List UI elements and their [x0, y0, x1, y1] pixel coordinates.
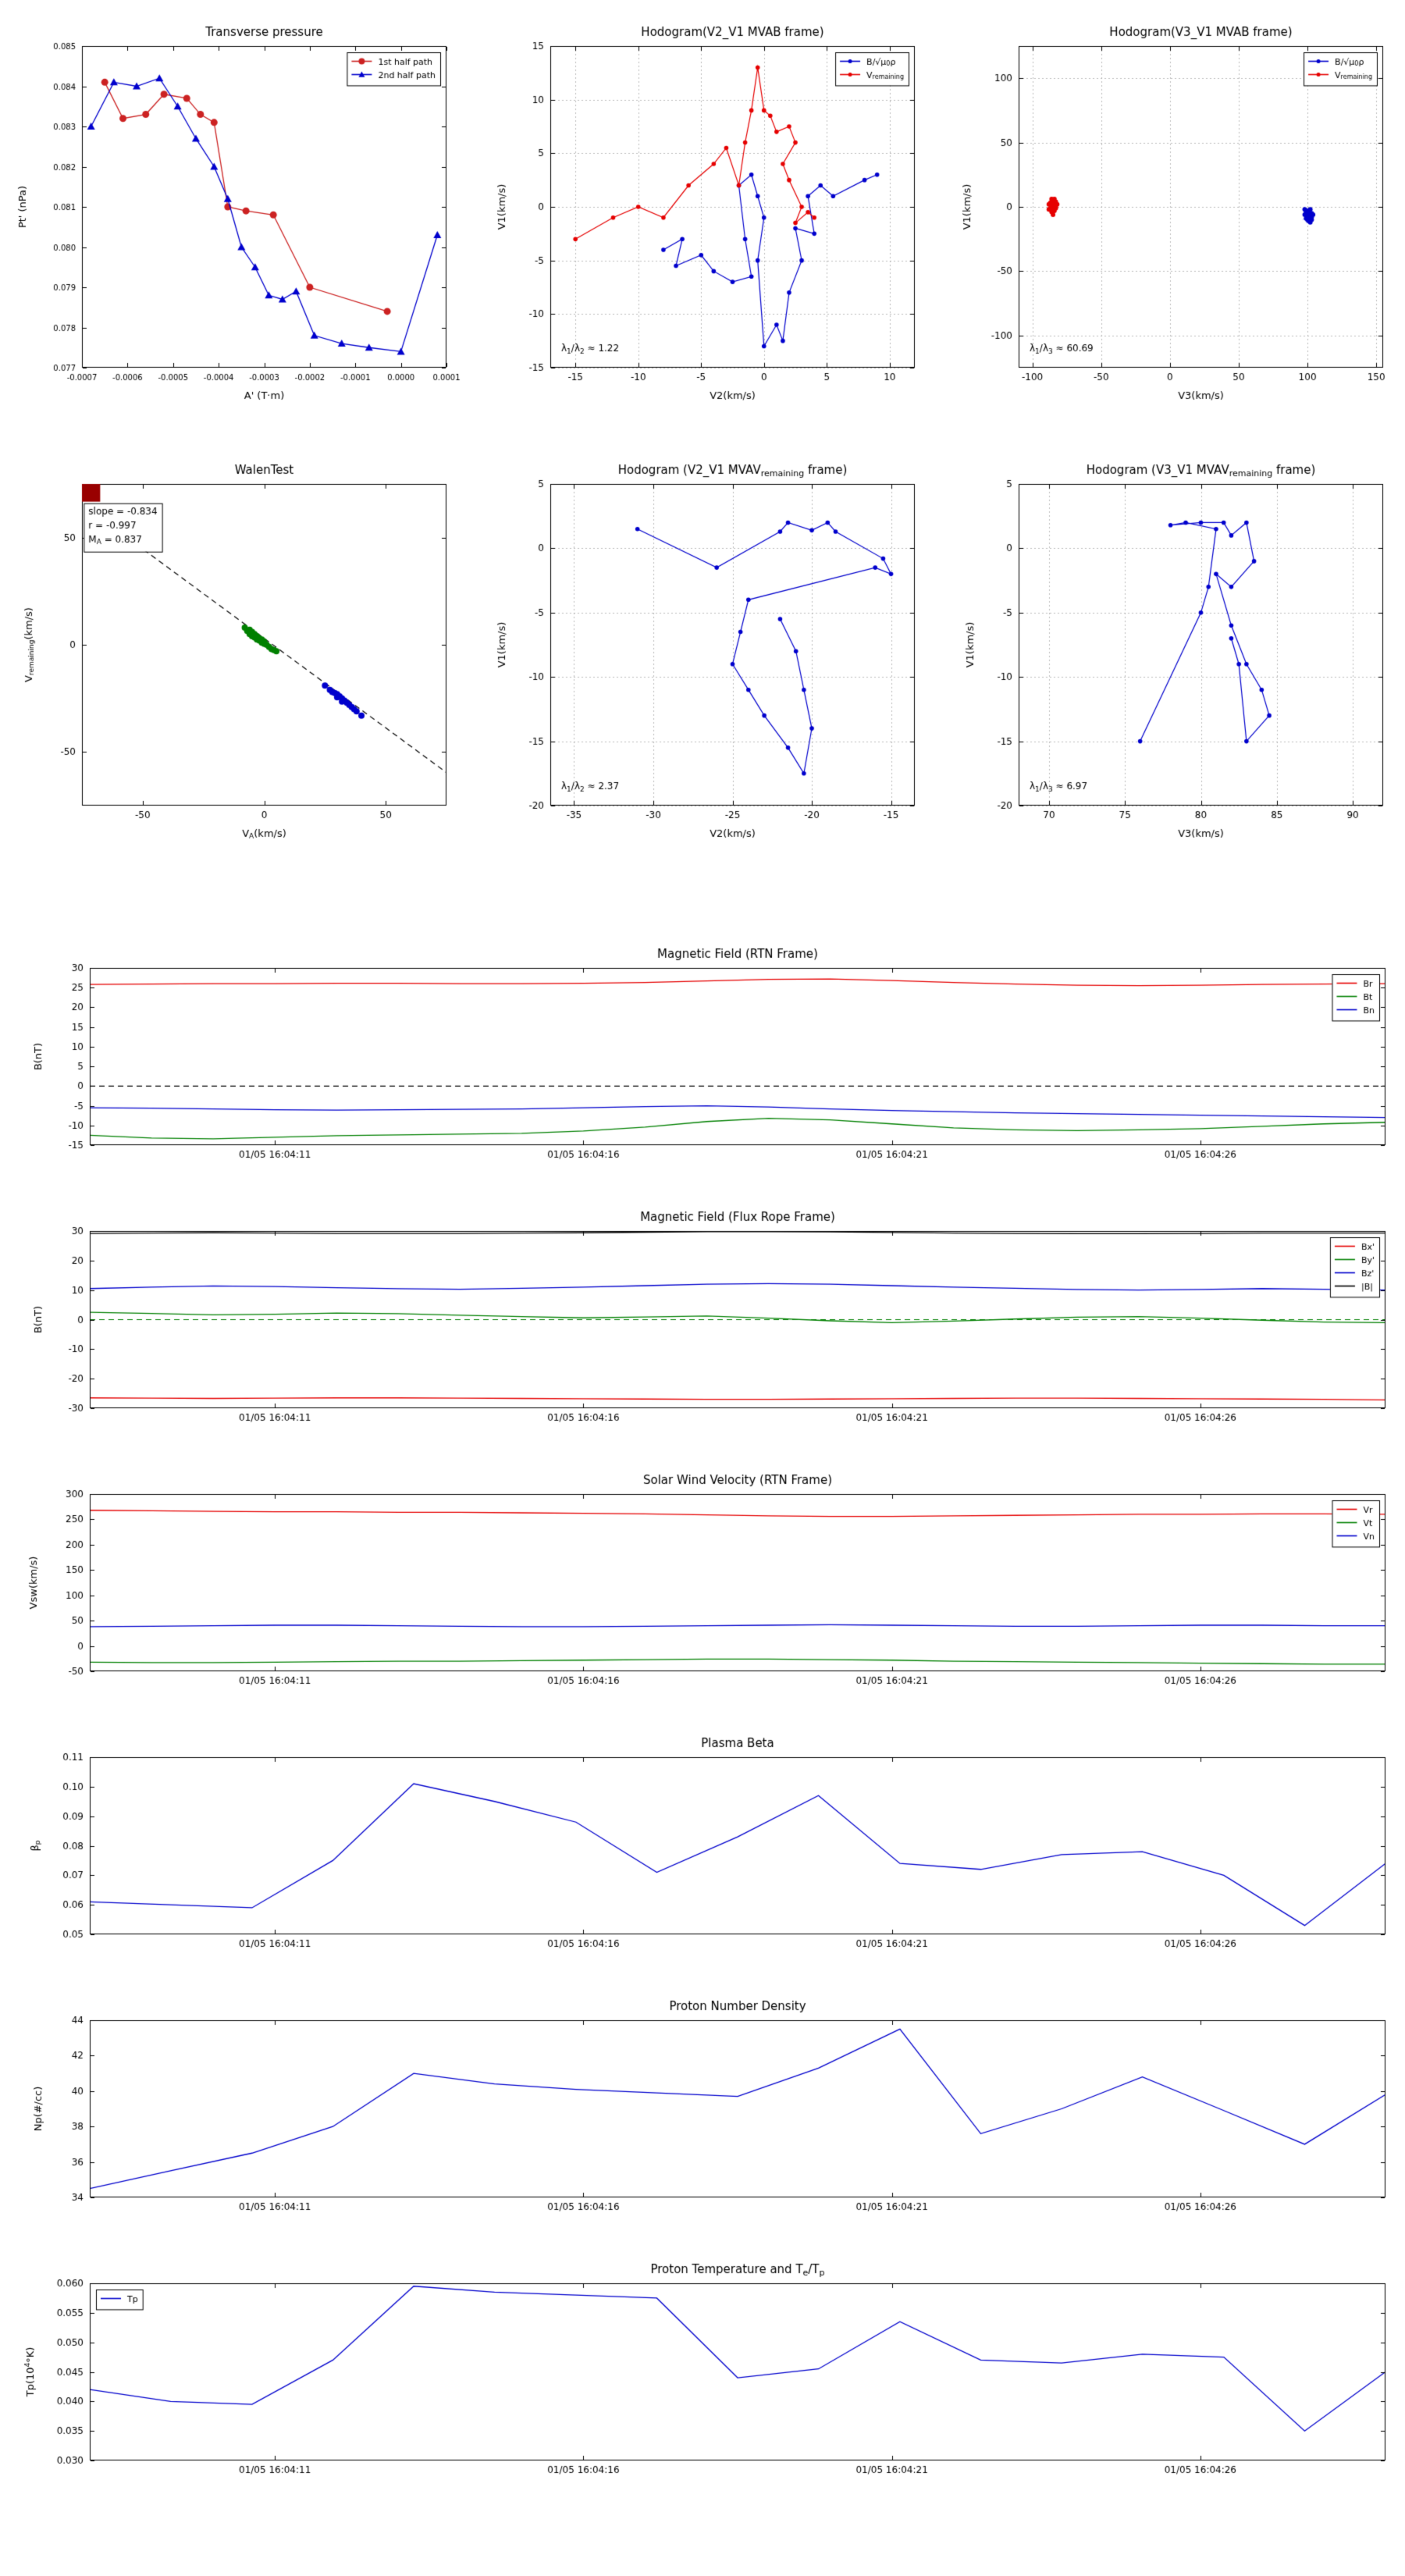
- walen-test-chart: [8, 449, 461, 859]
- transverse-pressure-chart: [8, 11, 461, 421]
- time-series-stack: [0, 937, 1405, 2498]
- solar-wind-velocity-panel: [8, 1463, 1397, 1709]
- hodogram-v2v1-mvab-chart: [476, 11, 929, 421]
- magnetic-field-flux-rope-panel: [8, 1200, 1397, 1446]
- hodogram-row-2: [0, 449, 1405, 859]
- flux-rope-analysis-figure: [0, 11, 1405, 2498]
- hodogram-v3v1-mvab-chart: [944, 11, 1397, 421]
- hodogram-v3v1-mvav-chart: [944, 449, 1397, 859]
- proton-temperature-panel: [8, 2252, 1397, 2498]
- plasma-beta-panel: [8, 1726, 1397, 1972]
- hodogram-v2v1-mvav-chart: [476, 449, 929, 859]
- hodogram-row-1: [0, 11, 1405, 421]
- proton-density-panel: [8, 1989, 1397, 2235]
- magnetic-field-rtn-panel: [8, 937, 1397, 1183]
